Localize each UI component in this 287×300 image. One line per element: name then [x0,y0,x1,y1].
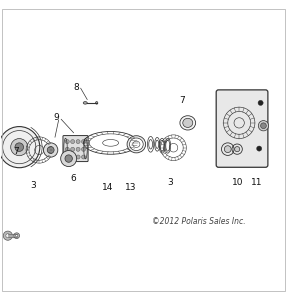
Ellipse shape [83,102,87,104]
Circle shape [261,123,266,129]
Circle shape [82,140,86,144]
Circle shape [6,234,10,238]
Circle shape [65,140,69,144]
Circle shape [82,155,86,159]
Ellipse shape [183,118,193,128]
Circle shape [224,146,231,153]
Circle shape [15,235,18,237]
Ellipse shape [96,102,98,104]
Text: 3: 3 [31,181,36,190]
Text: 9: 9 [53,113,59,122]
Circle shape [65,147,69,151]
FancyBboxPatch shape [63,136,88,162]
Circle shape [65,155,69,159]
Text: 7: 7 [13,147,19,156]
Text: 7: 7 [179,95,185,104]
Circle shape [61,151,77,166]
Circle shape [65,155,72,162]
Circle shape [76,147,80,151]
Ellipse shape [127,136,146,153]
Text: 10: 10 [232,178,243,187]
Circle shape [257,146,262,151]
Text: 6: 6 [71,174,76,183]
Circle shape [258,121,269,131]
Circle shape [3,231,12,240]
Circle shape [71,155,75,159]
Circle shape [82,147,86,151]
FancyBboxPatch shape [216,90,268,167]
Circle shape [76,155,80,159]
Circle shape [44,143,58,157]
Circle shape [14,233,20,239]
Circle shape [76,140,80,144]
Circle shape [0,127,40,168]
Circle shape [71,140,75,144]
Text: 3: 3 [168,178,174,187]
Ellipse shape [129,138,143,151]
Circle shape [258,100,263,105]
Text: 14: 14 [102,183,113,192]
Circle shape [47,147,54,153]
Circle shape [15,143,24,152]
Text: 13: 13 [125,183,136,192]
Circle shape [71,147,75,151]
Ellipse shape [180,116,196,130]
Circle shape [234,147,240,152]
Text: 11: 11 [251,178,262,187]
Text: ©2012 Polaris Sales Inc.: ©2012 Polaris Sales Inc. [152,217,246,226]
Circle shape [11,139,28,156]
Text: 8: 8 [73,83,79,92]
